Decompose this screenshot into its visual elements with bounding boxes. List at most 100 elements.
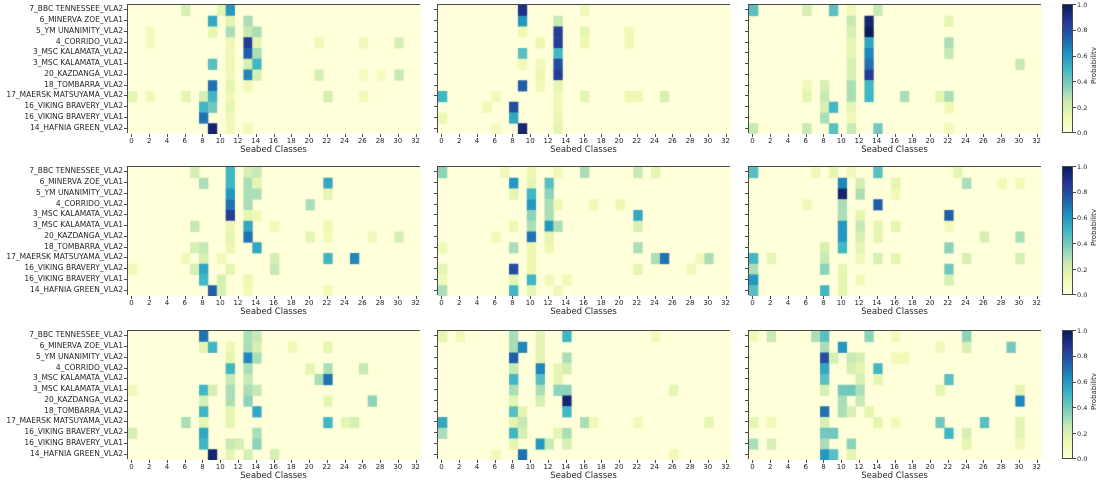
x-tick-mark [1001, 296, 1003, 299]
x-tick-mark [344, 296, 346, 299]
colorbar [1062, 166, 1073, 295]
y-tick-label: 14_HAFNIA GREEN_VLA2 [30, 448, 123, 458]
x-tick-label: 30 [1014, 137, 1024, 145]
y-tick-label: 7_BBC TENNESSEE_VLA2 [29, 166, 123, 176]
x-tick-mark [326, 296, 328, 299]
x-tick-mark [841, 460, 843, 463]
x-tick-label: 0 [750, 463, 755, 471]
x-tick-mark [930, 296, 931, 299]
y-tick-mark [124, 182, 127, 184]
y-tick-label: 3_MSC KALAMATA_VLA1 [32, 220, 123, 230]
colorbar-tick-label: 0.8 [1077, 352, 1088, 361]
y-tick-mark [745, 214, 748, 216]
x-tick-mark [912, 460, 914, 463]
x-tick-mark [770, 460, 772, 463]
y-tick-mark [434, 346, 437, 348]
x-tick-label: 8 [821, 463, 826, 471]
x-tick-mark [255, 460, 257, 463]
x-tick-mark [770, 134, 772, 137]
x-tick-mark [512, 296, 514, 299]
x-tick-mark [823, 460, 825, 463]
x-tick-mark [858, 296, 860, 299]
x-tick-label: 0 [439, 299, 444, 307]
x-tick-label: 30 [703, 299, 713, 307]
y-tick-mark [745, 442, 748, 444]
y-tick-mark [434, 116, 437, 118]
colorbar-tick-label: 1.0 [1077, 326, 1088, 335]
x-tick-mark [494, 296, 496, 299]
y-tick-mark [745, 20, 748, 22]
x-tick-label: 32 [411, 463, 421, 471]
x-tick-mark [876, 134, 878, 137]
x-tick-mark [131, 296, 133, 299]
x-tick-label: 28 [996, 463, 1006, 471]
y-tick-mark [434, 335, 437, 337]
x-tick-mark [752, 460, 754, 463]
y-tick-mark [745, 192, 748, 194]
x-tick-mark [309, 134, 310, 137]
x-tick-mark [494, 460, 496, 463]
x-tick-mark [530, 134, 532, 137]
x-tick-label: 12 [854, 463, 864, 471]
x-tick-mark [983, 460, 985, 463]
x-tick-mark [344, 134, 346, 137]
y-tick-mark [745, 432, 748, 434]
x-tick-label: 10 [215, 299, 225, 307]
y-tick-mark [434, 106, 437, 108]
x-tick-label: 16 [579, 299, 588, 307]
colorbar-tick-label: 0.2 [1077, 265, 1088, 274]
y-tick-mark [434, 356, 437, 358]
colorbar-tick-mark [1073, 191, 1076, 193]
x-tick-mark [184, 460, 186, 463]
x-tick-label: 4 [164, 299, 170, 307]
x-tick-mark [273, 460, 275, 463]
x-tick-mark [672, 134, 674, 137]
x-tick-mark [841, 134, 843, 137]
x-tick-label: 6 [182, 299, 187, 307]
y-tick-label: 3_MSC KALAMATA_VLA2 [32, 209, 123, 219]
x-tick-label: 28 [685, 463, 695, 471]
colorbar-tick-mark [1073, 132, 1076, 133]
y-tick-mark [434, 246, 437, 248]
y-tick-mark [745, 235, 748, 237]
y-tick-mark [745, 225, 748, 227]
y-tick-mark [434, 235, 437, 237]
x-tick-label: 16 [579, 463, 588, 471]
y-tick-mark [745, 63, 748, 65]
colorbar-tick-mark [1073, 217, 1076, 219]
x-tick-label: 6 [803, 463, 808, 471]
y-tick-label: 6_MINERVA ZOE_VLA1 [39, 341, 123, 351]
x-tick-label: 6 [182, 463, 187, 471]
x-tick-mark [858, 134, 860, 137]
x-tick-label: 4 [785, 299, 791, 307]
x-axis-title: Seabed Classes [861, 145, 928, 155]
y-tick-mark [434, 9, 437, 11]
colorbar-tick-label: 0.2 [1077, 429, 1088, 438]
heatmap-canvas [438, 5, 731, 134]
colorbar-tick-label: 1.0 [1077, 162, 1088, 171]
x-tick-mark [415, 134, 417, 137]
x-tick-label: 10 [836, 137, 846, 145]
y-tick-mark [745, 116, 748, 118]
x-tick-mark [237, 134, 239, 137]
x-tick-mark [725, 460, 727, 463]
x-tick-label: 24 [961, 299, 970, 307]
x-tick-label: 18 [907, 299, 917, 307]
y-tick-label: 14_HAFNIA GREEN_VLA2 [30, 284, 123, 294]
x-tick-label: 22 [632, 463, 642, 471]
x-tick-label: 2 [146, 463, 152, 471]
x-tick-mark [654, 296, 656, 299]
x-tick-mark [770, 296, 772, 299]
colorbar-tick-mark [1073, 81, 1076, 83]
heatmap-canvas [438, 331, 731, 460]
x-tick-mark [672, 460, 674, 463]
x-tick-label: 24 [961, 463, 970, 471]
x-tick-label: 20 [304, 463, 314, 471]
y-tick-mark [124, 192, 127, 194]
x-tick-label: 24 [340, 299, 349, 307]
x-axis-title: Seabed Classes [550, 145, 617, 155]
y-tick-mark [124, 225, 127, 227]
x-tick-mark [583, 134, 585, 137]
x-tick-label: 14 [561, 137, 571, 145]
y-tick-mark [745, 346, 748, 348]
